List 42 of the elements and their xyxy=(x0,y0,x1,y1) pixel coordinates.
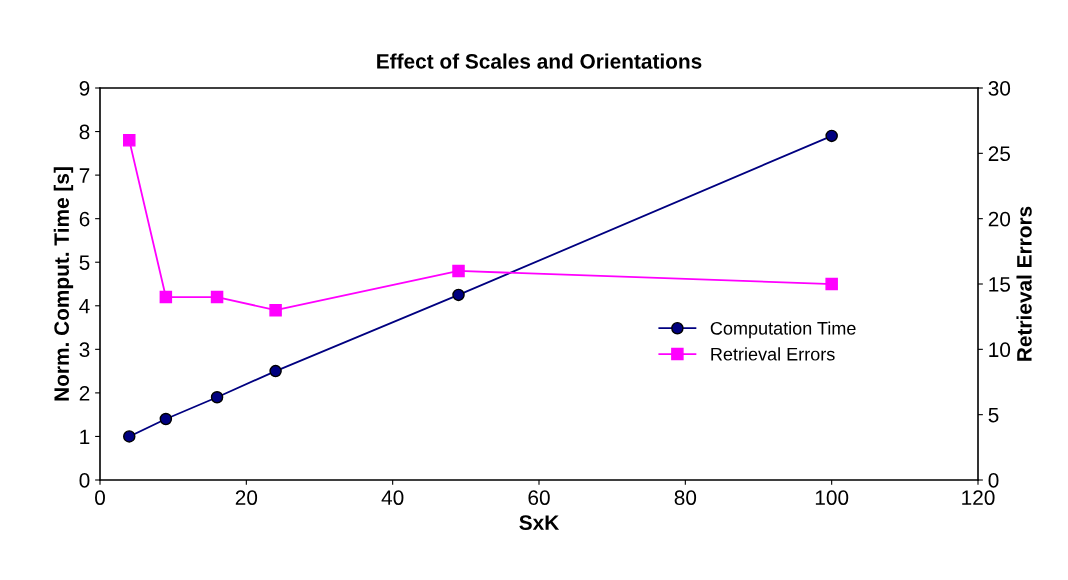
point xyxy=(210,290,224,304)
y2-tick-label: 15 xyxy=(989,277,1011,292)
y-tick-label: 1 xyxy=(80,429,90,444)
y-tick-label: 2 xyxy=(79,385,90,401)
x-axis-title: SxK xyxy=(519,515,560,530)
y-tick-label: 9 xyxy=(79,81,90,96)
point xyxy=(210,390,224,404)
y-axis-title: Norm. Comput. Time [s] xyxy=(53,167,74,401)
point xyxy=(825,277,838,291)
chart-title: Effect of Scales and Orientations xyxy=(377,53,702,69)
y-tick-label: 3 xyxy=(79,342,90,358)
y2-tick-label: 25 xyxy=(988,146,1011,162)
x-tick-label: 60 xyxy=(528,490,550,506)
y-tick-label: 6 xyxy=(79,211,90,227)
y2-tick-label: 20 xyxy=(988,211,1011,227)
point xyxy=(159,290,173,304)
legend-label: Computation Time xyxy=(710,321,856,339)
y-tick-label: 0 xyxy=(79,473,90,488)
point xyxy=(269,303,282,317)
y2-tick-label: 10 xyxy=(989,342,1011,358)
y2-tick-label: 5 xyxy=(988,407,999,423)
y-tick-label: 5 xyxy=(79,255,90,270)
point xyxy=(825,129,838,143)
point xyxy=(452,288,465,302)
point xyxy=(452,264,465,278)
x-tick-label: 40 xyxy=(381,490,404,506)
y-tick-label: 7 xyxy=(79,168,90,183)
y-tick-label: 4 xyxy=(79,298,90,314)
x-tick-label: 120 xyxy=(962,490,995,506)
x-tick-label: 80 xyxy=(674,490,697,506)
y-tick-label: 8 xyxy=(79,124,90,140)
x-tick-label: 20 xyxy=(235,490,258,506)
point xyxy=(159,412,173,426)
point xyxy=(123,430,136,443)
x-tick-label: 0 xyxy=(95,490,105,506)
y2-axis-title: Retrieval Errors xyxy=(1016,206,1032,361)
y2-tick-label: 0 xyxy=(988,473,999,488)
point xyxy=(269,364,282,378)
y2-tick-label: 30 xyxy=(988,81,1011,96)
point xyxy=(123,134,136,147)
legend-label: Retrieval Errors xyxy=(711,347,835,361)
x-tick-label: 100 xyxy=(815,490,849,506)
